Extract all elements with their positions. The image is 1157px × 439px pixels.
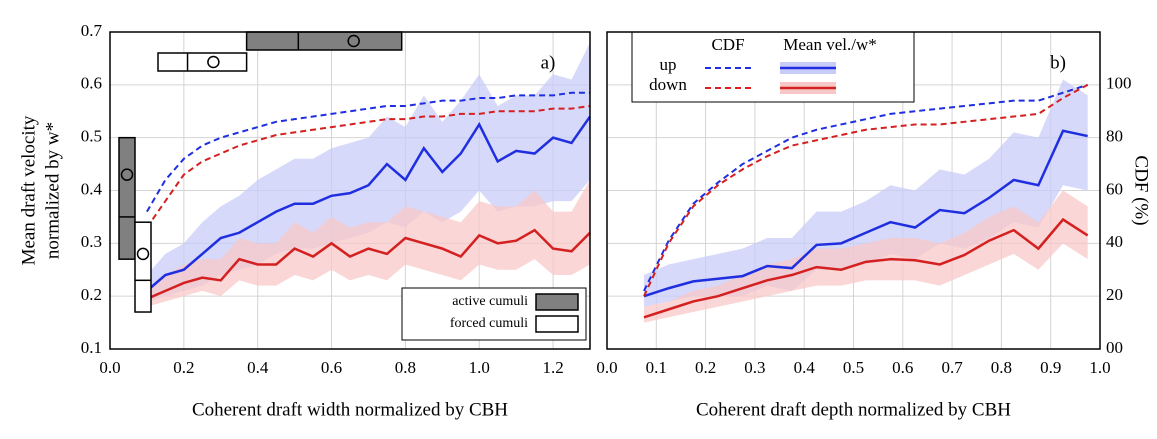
y2-tick-label: 40 bbox=[1106, 232, 1123, 251]
x-tick-label: 0.4 bbox=[794, 358, 816, 377]
legend-swatch bbox=[535, 293, 579, 311]
box-mean bbox=[136, 247, 150, 261]
x-tick-label: 0.2 bbox=[173, 358, 194, 377]
box-mean bbox=[347, 34, 360, 48]
box bbox=[157, 52, 248, 72]
mean-line bbox=[146, 228, 591, 300]
y2-tick-label: 80 bbox=[1106, 127, 1123, 146]
panel-label: b) bbox=[1050, 52, 1066, 73]
x-tick-label: 0.8 bbox=[991, 358, 1012, 377]
x-tick-label: 0.1 bbox=[646, 358, 667, 377]
legend-label: down bbox=[649, 75, 687, 94]
legend-swatch bbox=[535, 315, 579, 333]
y2-tick-label: 100 bbox=[1106, 74, 1132, 93]
x-tick-label: 1.0 bbox=[1089, 358, 1110, 377]
y2-tick-label: 20 bbox=[1106, 285, 1123, 304]
legend-label: up bbox=[660, 55, 677, 74]
y-axis-label: normalized by w* bbox=[42, 122, 63, 259]
box bbox=[245, 31, 403, 51]
spread-band bbox=[146, 179, 590, 307]
y-tick-label: 0.4 bbox=[81, 179, 103, 198]
y-tick-label: 0.6 bbox=[81, 74, 102, 93]
plot-frame bbox=[109, 31, 591, 350]
legend-header: Mean vel./w* bbox=[783, 35, 876, 54]
cdf-line bbox=[643, 83, 1089, 297]
x-tick-label: 0.8 bbox=[395, 358, 416, 377]
legend-box bbox=[631, 31, 915, 103]
x-tick-label: 0.0 bbox=[99, 358, 120, 377]
box bbox=[118, 136, 136, 260]
mean-line bbox=[643, 217, 1089, 319]
box bbox=[134, 221, 152, 313]
x-tick-label: 0.2 bbox=[695, 358, 716, 377]
panel-label: a) bbox=[541, 52, 556, 73]
x-tick-label: 0.9 bbox=[1040, 358, 1061, 377]
mean-line bbox=[643, 129, 1088, 298]
y2-tick-label: 00 bbox=[1106, 338, 1123, 357]
legend-header: CDF bbox=[711, 35, 744, 54]
x-axis-label: Coherent draft depth normalized by CBH bbox=[696, 399, 1011, 420]
spread-band bbox=[643, 79, 1088, 307]
y2-axis-label: CDF (%) bbox=[1131, 155, 1152, 225]
x-tick-label: 0.6 bbox=[321, 358, 342, 377]
mean-line bbox=[146, 115, 592, 292]
box-mean bbox=[120, 168, 134, 181]
box-mean bbox=[207, 55, 220, 69]
spread-band bbox=[146, 42, 590, 302]
y-tick-label: 0.2 bbox=[81, 285, 102, 304]
x-tick-label: 0.0 bbox=[596, 358, 617, 377]
x-axis-label: Coherent draft width normalized by CBH bbox=[192, 399, 508, 420]
x-tick-label: 0.6 bbox=[892, 358, 913, 377]
y2-tick-label: 60 bbox=[1106, 179, 1123, 198]
y-tick-label: 0.5 bbox=[81, 127, 102, 146]
x-tick-label: 0.7 bbox=[941, 358, 963, 377]
x-tick-label: 1.2 bbox=[542, 358, 563, 377]
y-tick-label: 0.7 bbox=[81, 21, 103, 40]
spread-band bbox=[643, 190, 1088, 323]
legend-label: forced cumuli bbox=[450, 316, 528, 331]
x-tick-label: 0.5 bbox=[843, 358, 864, 377]
y-tick-label: 0.3 bbox=[81, 232, 102, 251]
x-tick-label: 0.4 bbox=[247, 358, 269, 377]
y-tick-label: 0.1 bbox=[81, 338, 102, 357]
legend-label: active cumuli bbox=[452, 294, 528, 309]
plot-frame bbox=[606, 31, 1101, 350]
cdf-line bbox=[643, 83, 1088, 292]
y-axis-label: Mean draft velocity bbox=[18, 115, 39, 265]
x-tick-label: 1.0 bbox=[469, 358, 490, 377]
x-tick-label: 0.3 bbox=[744, 358, 765, 377]
